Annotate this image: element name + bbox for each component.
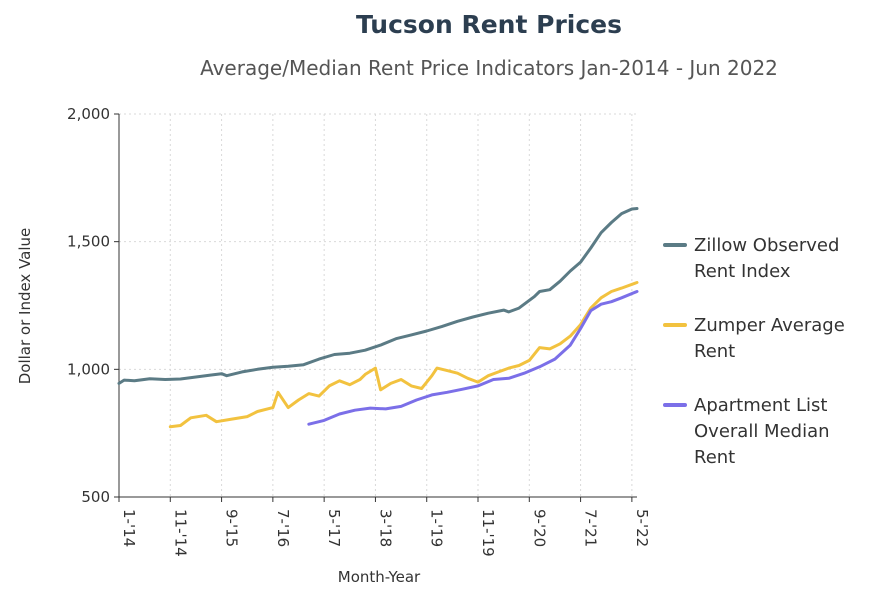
x-tick-label: 5-'22 (633, 509, 651, 547)
legend-label-3: Rent (694, 447, 735, 468)
x-tick-label: 11-'14 (171, 509, 189, 557)
y-axis-title: Dollar or Index Value (16, 228, 34, 385)
legend-label-3: Overall Median (694, 421, 830, 442)
series-line-1 (117, 207, 639, 385)
grid (118, 113, 637, 497)
x-tick-label: 1-'19 (428, 509, 446, 547)
x-tick-label: 1-'14 (120, 509, 138, 547)
series-line-3 (307, 290, 639, 426)
y-tick-label: 1,000 (67, 360, 110, 378)
legend: Zillow Observed Rent Index Zumper Average R… (663, 235, 845, 468)
y-tick-label: 1,500 (67, 233, 110, 251)
legend-label-3: Apartment List (694, 395, 828, 416)
chart-subtitle: Average/Median Rent Price Indicators Jan… (200, 56, 778, 80)
x-axis-title: Month-Year (338, 568, 421, 586)
x-tick-label: 9-'20 (530, 509, 548, 547)
legend-label-1: Rent Index (694, 261, 791, 282)
legend-label-2: Zumper Average (694, 315, 845, 336)
series-lines (117, 207, 639, 429)
series-line-2 (168, 281, 639, 429)
chart-title: Tucson Rent Prices (355, 10, 622, 39)
legend-label-1: Zillow Observed (694, 235, 839, 256)
x-tick-label: 7-'21 (582, 509, 600, 547)
y-tick-label: 2,000 (67, 105, 110, 123)
x-tick-label: 5-'17 (325, 509, 343, 547)
x-tick-label: 3-'18 (376, 509, 394, 547)
x-tick-label: 7-'16 (274, 509, 292, 547)
legend-label-2: Rent (694, 341, 735, 362)
y-tick-label: 500 (81, 488, 110, 506)
axes: 500 1,000 1,500 2,000 1-'14 11-'14 9-'15 7-'16 5… (67, 105, 651, 557)
x-tick-label: 11-'19 (479, 509, 497, 557)
x-tick-label: 9-'15 (223, 509, 241, 547)
